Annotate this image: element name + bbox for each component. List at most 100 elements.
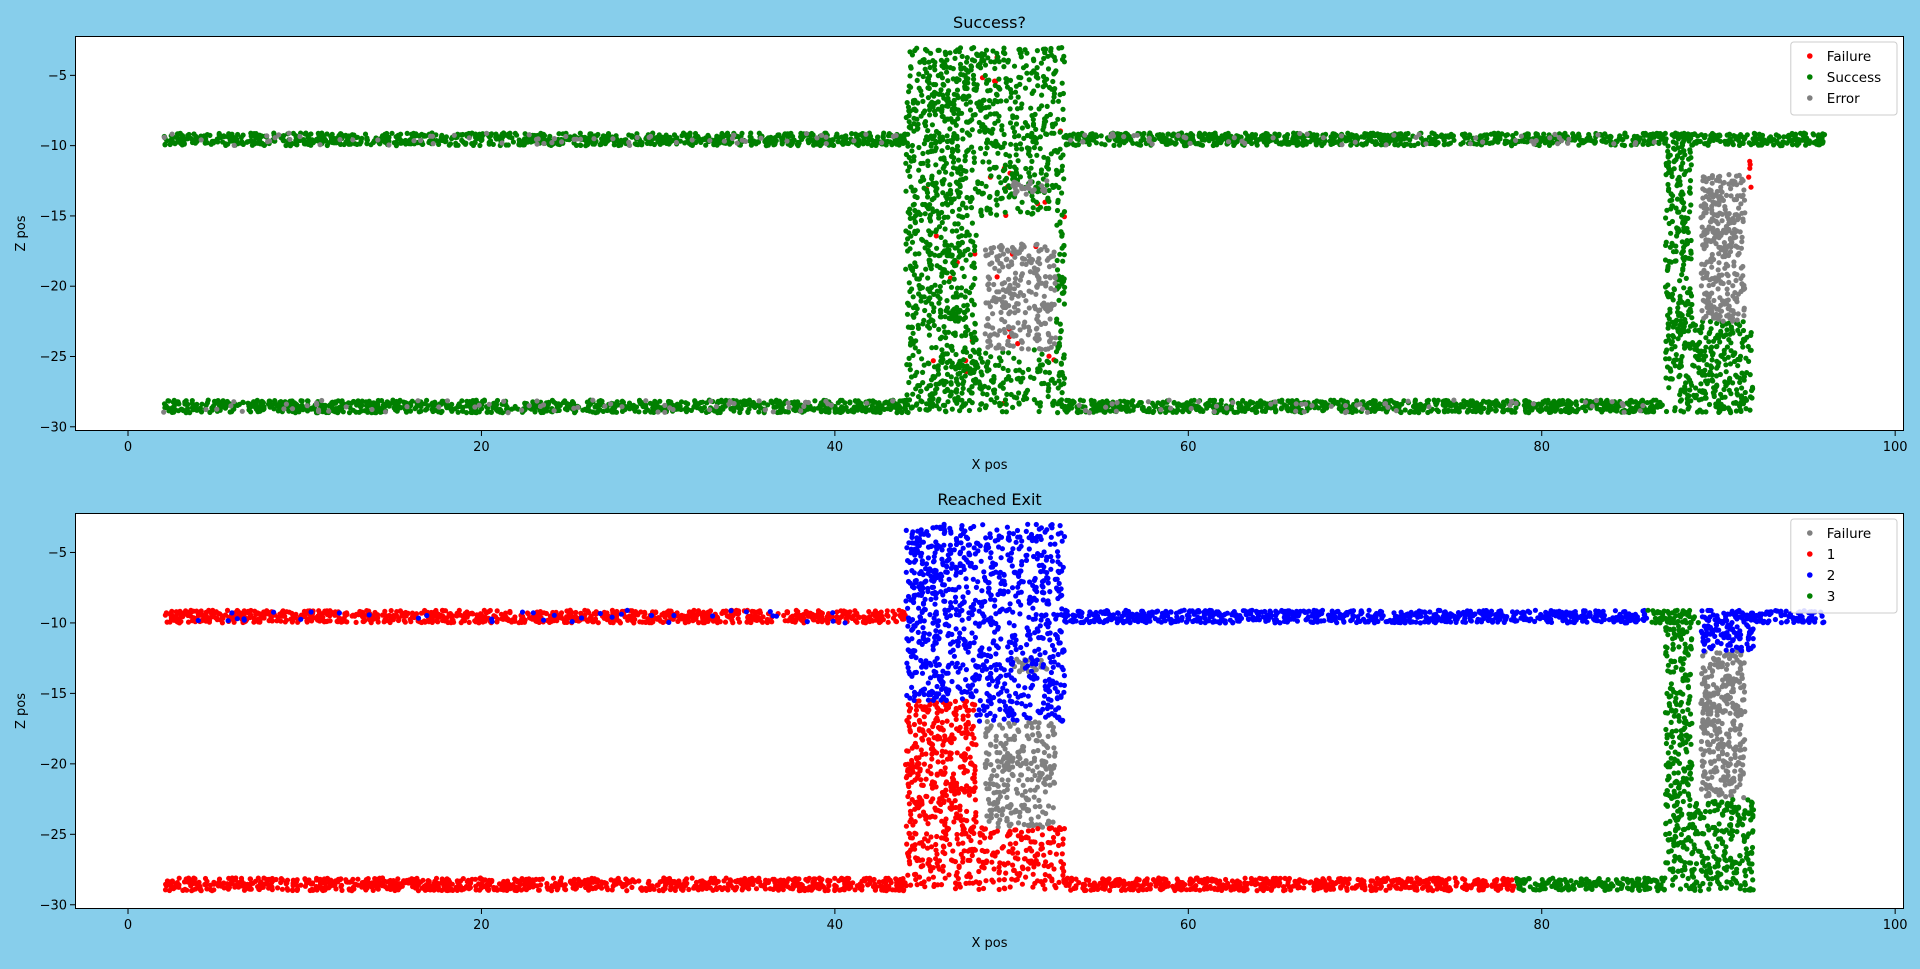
point [907,288,913,295]
point [1033,140,1039,146]
point [191,402,197,408]
point [956,77,962,83]
point [324,142,330,149]
point [945,243,951,249]
point [1013,152,1019,158]
point [941,82,947,88]
point [1364,405,1370,411]
point [927,289,933,295]
point [1053,167,1060,173]
point [928,401,934,407]
point [922,119,929,125]
point [922,245,928,251]
point [807,406,813,412]
point [635,142,641,148]
point [954,143,961,149]
point [1646,408,1652,414]
point [689,142,695,148]
point [1139,405,1146,411]
point [384,399,390,405]
point [959,53,965,60]
point [988,140,995,146]
point [952,311,958,317]
point [928,143,934,149]
point [1538,136,1544,142]
point [924,386,930,392]
point [1005,57,1012,63]
point [906,89,912,95]
point [1206,138,1212,144]
point [907,173,913,179]
point [941,249,948,255]
point [570,400,577,406]
point [329,131,335,137]
point [930,358,936,364]
point [1815,134,1821,140]
point [1045,166,1052,172]
point [835,400,841,406]
point [939,63,945,69]
point [928,148,934,155]
point [832,406,838,413]
point [1075,142,1081,148]
point [678,399,685,405]
point [1331,397,1337,403]
point [970,239,976,245]
point [408,400,414,406]
point [918,178,924,184]
point [1008,94,1014,100]
point [1474,400,1480,406]
point [949,107,955,113]
point [939,103,945,110]
point [1029,158,1035,164]
point [969,220,976,226]
point [1241,408,1248,414]
point [1003,151,1009,158]
point [968,284,975,291]
point [1026,77,1032,83]
point [964,55,970,61]
point [939,209,945,216]
point [1278,399,1285,405]
point [962,294,968,300]
point [778,409,784,415]
point [954,92,960,99]
point [626,400,633,406]
point [950,119,956,125]
point [945,329,952,335]
point [933,381,939,387]
point [999,195,1005,201]
point [368,142,374,148]
point [1016,74,1022,80]
point [911,128,917,134]
point [927,215,933,221]
point [918,217,925,223]
point [936,396,942,402]
point [933,387,939,393]
point [1030,205,1036,211]
point [935,99,941,105]
point [955,148,961,154]
point [1481,405,1487,411]
point [298,398,304,404]
point [989,130,995,136]
point [1007,77,1014,83]
point [911,215,917,221]
point [1183,142,1189,149]
point [1810,131,1816,137]
point [1509,409,1515,415]
point [916,85,922,91]
point [1779,142,1785,149]
point [950,159,957,165]
point [682,140,688,146]
point [1120,405,1126,411]
point [948,191,954,197]
point [767,140,773,146]
point [1012,99,1018,105]
point [455,142,461,148]
point [1245,133,1251,139]
point [1820,131,1826,137]
point [1794,141,1800,147]
point [320,408,326,414]
point [687,130,693,136]
